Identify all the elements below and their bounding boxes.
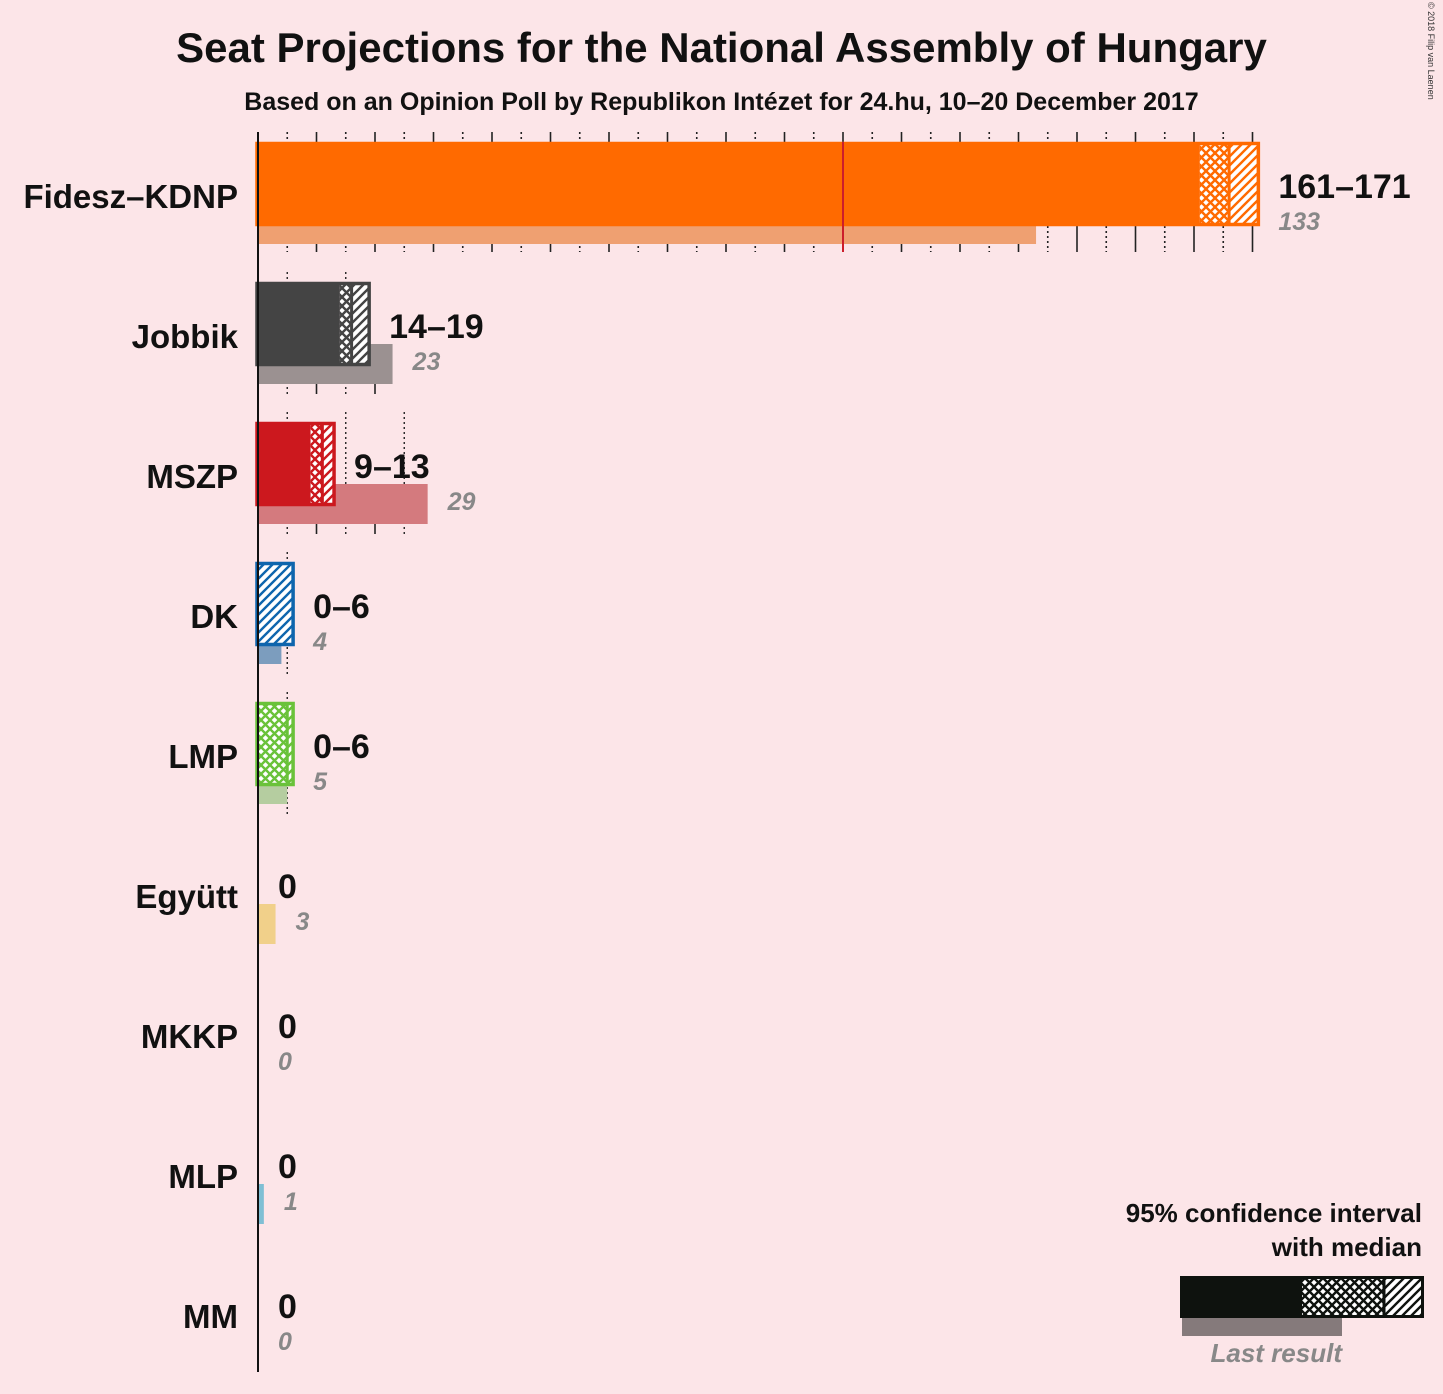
projection-range-label: 0–6 xyxy=(313,728,370,766)
projection-range-label: 161–171 xyxy=(1278,168,1410,206)
ci-upper-band xyxy=(351,282,370,366)
chart-subtitle: Based on an Opinion Poll by Republikon I… xyxy=(244,88,1199,116)
legend-line-2: with median xyxy=(1271,1232,1422,1262)
party-row-mszp: MSZP 9–13 29 xyxy=(146,412,476,534)
legend-last-result: Last result xyxy=(1210,1338,1343,1368)
party-row-dk: DK 0–64 xyxy=(190,552,370,674)
party-row-mm: MM 00 xyxy=(183,1288,297,1356)
ci-solid-bar xyxy=(256,142,1200,226)
last-result-bar xyxy=(258,1184,264,1224)
projection-range-label: 9–13 xyxy=(354,448,430,486)
ci-upper-band xyxy=(1229,142,1259,226)
last-result-label: 0 xyxy=(278,1328,292,1356)
legend-cross xyxy=(1302,1276,1384,1318)
projection-range-label: 0 xyxy=(278,1288,297,1326)
party-label: DK xyxy=(190,598,238,635)
ci-median-band xyxy=(339,282,352,366)
ci-upper-band xyxy=(258,562,294,646)
last-result-label: 133 xyxy=(1278,208,1320,236)
ci-median-band xyxy=(258,702,288,786)
legend-hatch xyxy=(1384,1276,1422,1318)
projection-range-label: 14–19 xyxy=(389,308,484,346)
ci-median-band xyxy=(1199,142,1230,226)
ci-upper-band xyxy=(322,422,335,506)
last-result-bar xyxy=(258,904,276,944)
legend-last-bar xyxy=(1182,1318,1342,1336)
last-result-label: 1 xyxy=(284,1188,298,1216)
legend-swatch xyxy=(1180,1276,1424,1336)
party-row-egy-tt: Együtt 03 xyxy=(135,868,310,944)
party-row-mkkp: MKKP 00 xyxy=(141,1008,297,1076)
legend-line-1: 95% confidence interval xyxy=(1125,1198,1422,1228)
party-label: LMP xyxy=(168,738,238,775)
party-label: Fidesz–KDNP xyxy=(23,178,238,215)
last-result-label: 3 xyxy=(296,908,310,936)
last-result-label: 0 xyxy=(278,1048,292,1076)
ci-solid-bar xyxy=(256,282,340,366)
party-row-lmp: LMP 0–65 xyxy=(168,692,370,814)
party-label: MSZP xyxy=(146,458,238,495)
last-result-label: 23 xyxy=(412,348,441,376)
party-label: Együtt xyxy=(135,878,238,915)
projection-range-label: 0 xyxy=(278,868,297,906)
projection-range-label: 0 xyxy=(278,1148,297,1186)
projection-range-label: 0–6 xyxy=(313,588,370,626)
legend-solid xyxy=(1182,1276,1302,1318)
last-result-label: 4 xyxy=(312,628,327,656)
party-row-mlp: MLP 01 xyxy=(168,1148,298,1224)
ci-solid-bar xyxy=(256,422,311,506)
party-label: MLP xyxy=(168,1158,238,1195)
ci-upper-band xyxy=(287,702,294,786)
party-label: Jobbik xyxy=(132,318,239,355)
last-result-label: 29 xyxy=(447,488,476,516)
legend-title: 95% confidence interval with median xyxy=(1000,1196,1422,1264)
party-label: MM xyxy=(183,1298,238,1335)
ci-median-band xyxy=(310,422,323,506)
projection-range-label: 0 xyxy=(278,1008,297,1046)
last-result-label: 5 xyxy=(313,768,328,796)
legend-outline xyxy=(1180,1276,1424,1318)
party-label: MKKP xyxy=(141,1018,238,1055)
chart-title: Seat Projections for the National Assemb… xyxy=(176,24,1267,71)
